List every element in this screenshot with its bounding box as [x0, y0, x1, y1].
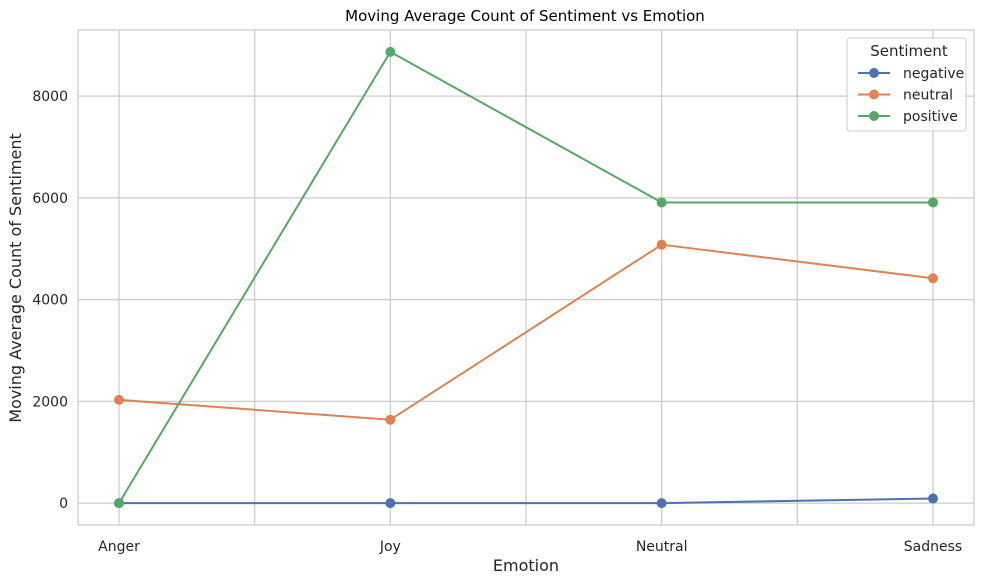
x-axis-ticks: Anger Joy Neutral Sadness [98, 539, 962, 555]
y-tick-label: 0 [59, 496, 68, 512]
data-point [928, 493, 938, 504]
data-point [114, 394, 124, 405]
series-positive [114, 46, 938, 509]
y-tick-label: 8000 [32, 89, 68, 105]
legend-label: positive [903, 109, 958, 125]
data-point [656, 239, 667, 250]
legend-items: negative neutral positive [858, 66, 964, 125]
y-axis-label: Moving Average Count of Sentiment [6, 133, 25, 423]
data-point [385, 46, 396, 57]
data-point [656, 197, 667, 208]
x-tick-label: Anger [98, 539, 140, 555]
x-tick-label: Joy [379, 539, 401, 555]
data-point [928, 273, 938, 284]
y-axis-ticks: 0 2000 4000 6000 8000 [32, 89, 68, 512]
series-line [118, 50, 933, 504]
x-tick-label: Neutral [636, 539, 688, 555]
y-tick-label: 6000 [32, 191, 68, 207]
legend-marker [869, 68, 879, 78]
series-lines [114, 46, 938, 509]
data-point [656, 498, 667, 509]
series-neutral [114, 239, 938, 425]
data-point [114, 498, 124, 509]
x-tick-label: Sadness [904, 539, 962, 555]
series-line [119, 497, 934, 505]
legend-label: neutral [903, 88, 953, 104]
gridlines [78, 30, 974, 525]
chart-title: Moving Average Count of Sentiment vs Emo… [345, 7, 705, 25]
legend-marker [869, 111, 879, 121]
data-point [385, 498, 396, 509]
legend-label: negative [903, 66, 964, 82]
x-axis-label: Emotion [493, 556, 559, 575]
legend: Sentiment negative neutral positive [846, 37, 967, 132]
legend-box [846, 37, 967, 132]
series-line [118, 243, 934, 421]
y-tick-label: 2000 [32, 394, 68, 410]
legend-item-negative: negative [858, 66, 964, 82]
y-tick-label: 4000 [32, 293, 68, 309]
legend-item-positive: positive [858, 109, 958, 125]
legend-title: Sentiment [870, 42, 948, 60]
data-point [385, 414, 396, 425]
legend-marker [869, 89, 879, 100]
data-point [928, 197, 938, 208]
legend-item-neutral: neutral [858, 88, 953, 104]
